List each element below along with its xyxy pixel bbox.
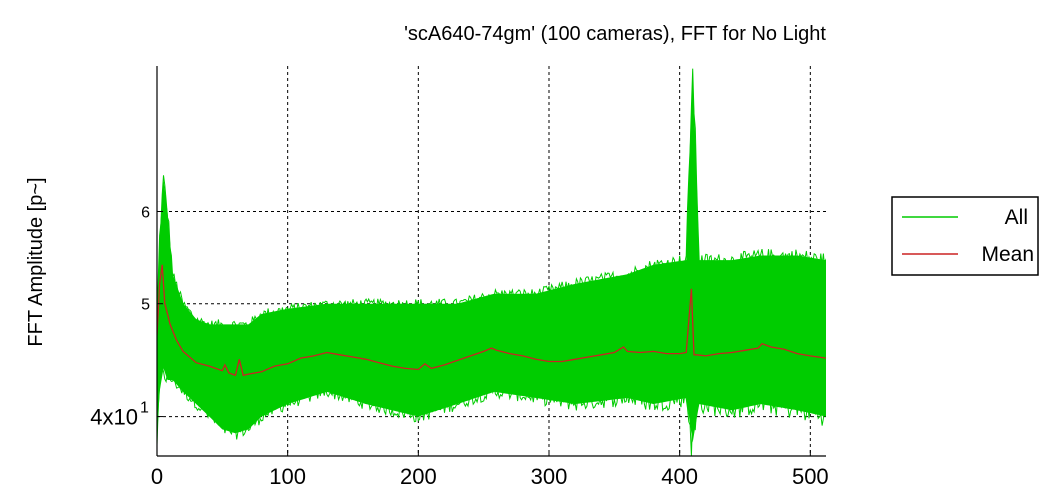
series-all-band <box>157 72 826 443</box>
legend-label-all: All <box>1005 206 1028 229</box>
axes <box>156 66 826 457</box>
series-mean-line <box>157 264 826 377</box>
y-axis-label: FFT Amplitude [p~] <box>25 177 47 346</box>
chart-title: 'scA640-74gm' (100 cameras), FFT for No … <box>404 23 826 45</box>
x-tick-label-200: 200 <box>400 464 437 489</box>
series-all <box>157 68 826 456</box>
y-tick-labels: 4x10 1 5 6 <box>90 204 150 429</box>
series-all-upper-trace <box>157 68 826 331</box>
y-tick-label-50: 5 <box>141 297 150 314</box>
legend-box <box>891 196 1039 276</box>
x-tick-label-500: 500 <box>792 464 829 489</box>
y-tick-label-60: 6 <box>141 204 150 221</box>
x-tick-label-300: 300 <box>531 464 568 489</box>
legend: All Mean <box>891 196 1039 276</box>
series-all-lower-trace <box>157 366 826 456</box>
plot-area <box>157 68 826 456</box>
x-tick-label-400: 400 <box>661 464 698 489</box>
y-tick-label-40: 4x10 <box>90 405 138 430</box>
legend-label-mean: Mean <box>981 243 1034 266</box>
x-tick-label-0: 0 <box>151 464 163 489</box>
x-tick-labels: 0 100 200 300 400 500 <box>151 464 829 489</box>
x-tick-label-100: 100 <box>269 464 306 489</box>
y-tick-exponent: 1 <box>140 400 149 417</box>
